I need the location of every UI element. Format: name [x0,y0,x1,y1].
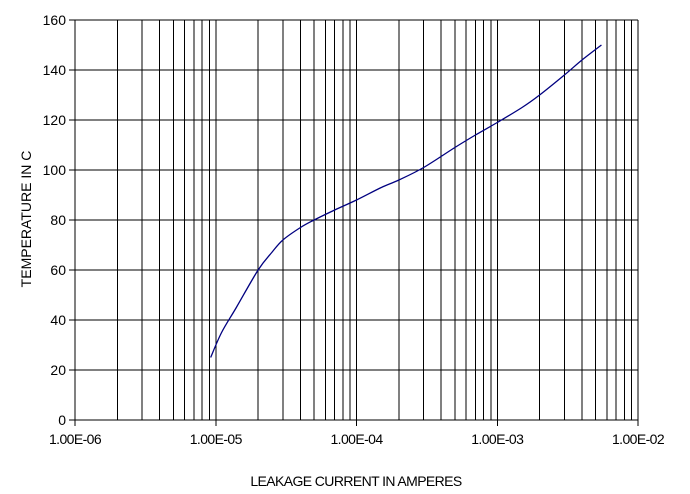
series [210,44,602,358]
y-tick-label: 80 [50,212,66,228]
grid [75,19,639,420]
series-line [210,44,602,358]
x-axis-title: LEAKAGE CURRENT IN AMPERES [250,473,462,489]
axes [69,19,639,426]
y-tick-label: 120 [43,112,67,128]
y-tick-label: 20 [50,362,66,378]
x-tick-label: 1.00E-05 [190,431,243,447]
tick-labels: 0 20 40 60 80 100 120 140 160 1.00E-06 1.00E-05 1.0… [43,12,666,447]
y-tick-label: 0 [58,412,66,428]
y-axis-title: TEMPERATURE IN C [18,151,34,288]
y-tick-label: 60 [50,262,66,278]
x-tick-label: 1.00E-03 [471,431,524,447]
x-tick-label: 1.00E-06 [49,431,102,447]
x-tick-label: 1.00E-02 [612,431,665,447]
y-tick-label: 160 [43,12,67,28]
x-tick-label: 1.00E-04 [330,431,383,447]
y-tick-label: 140 [43,62,67,78]
y-tick-label: 40 [50,312,66,328]
y-tick-label: 100 [43,162,67,178]
